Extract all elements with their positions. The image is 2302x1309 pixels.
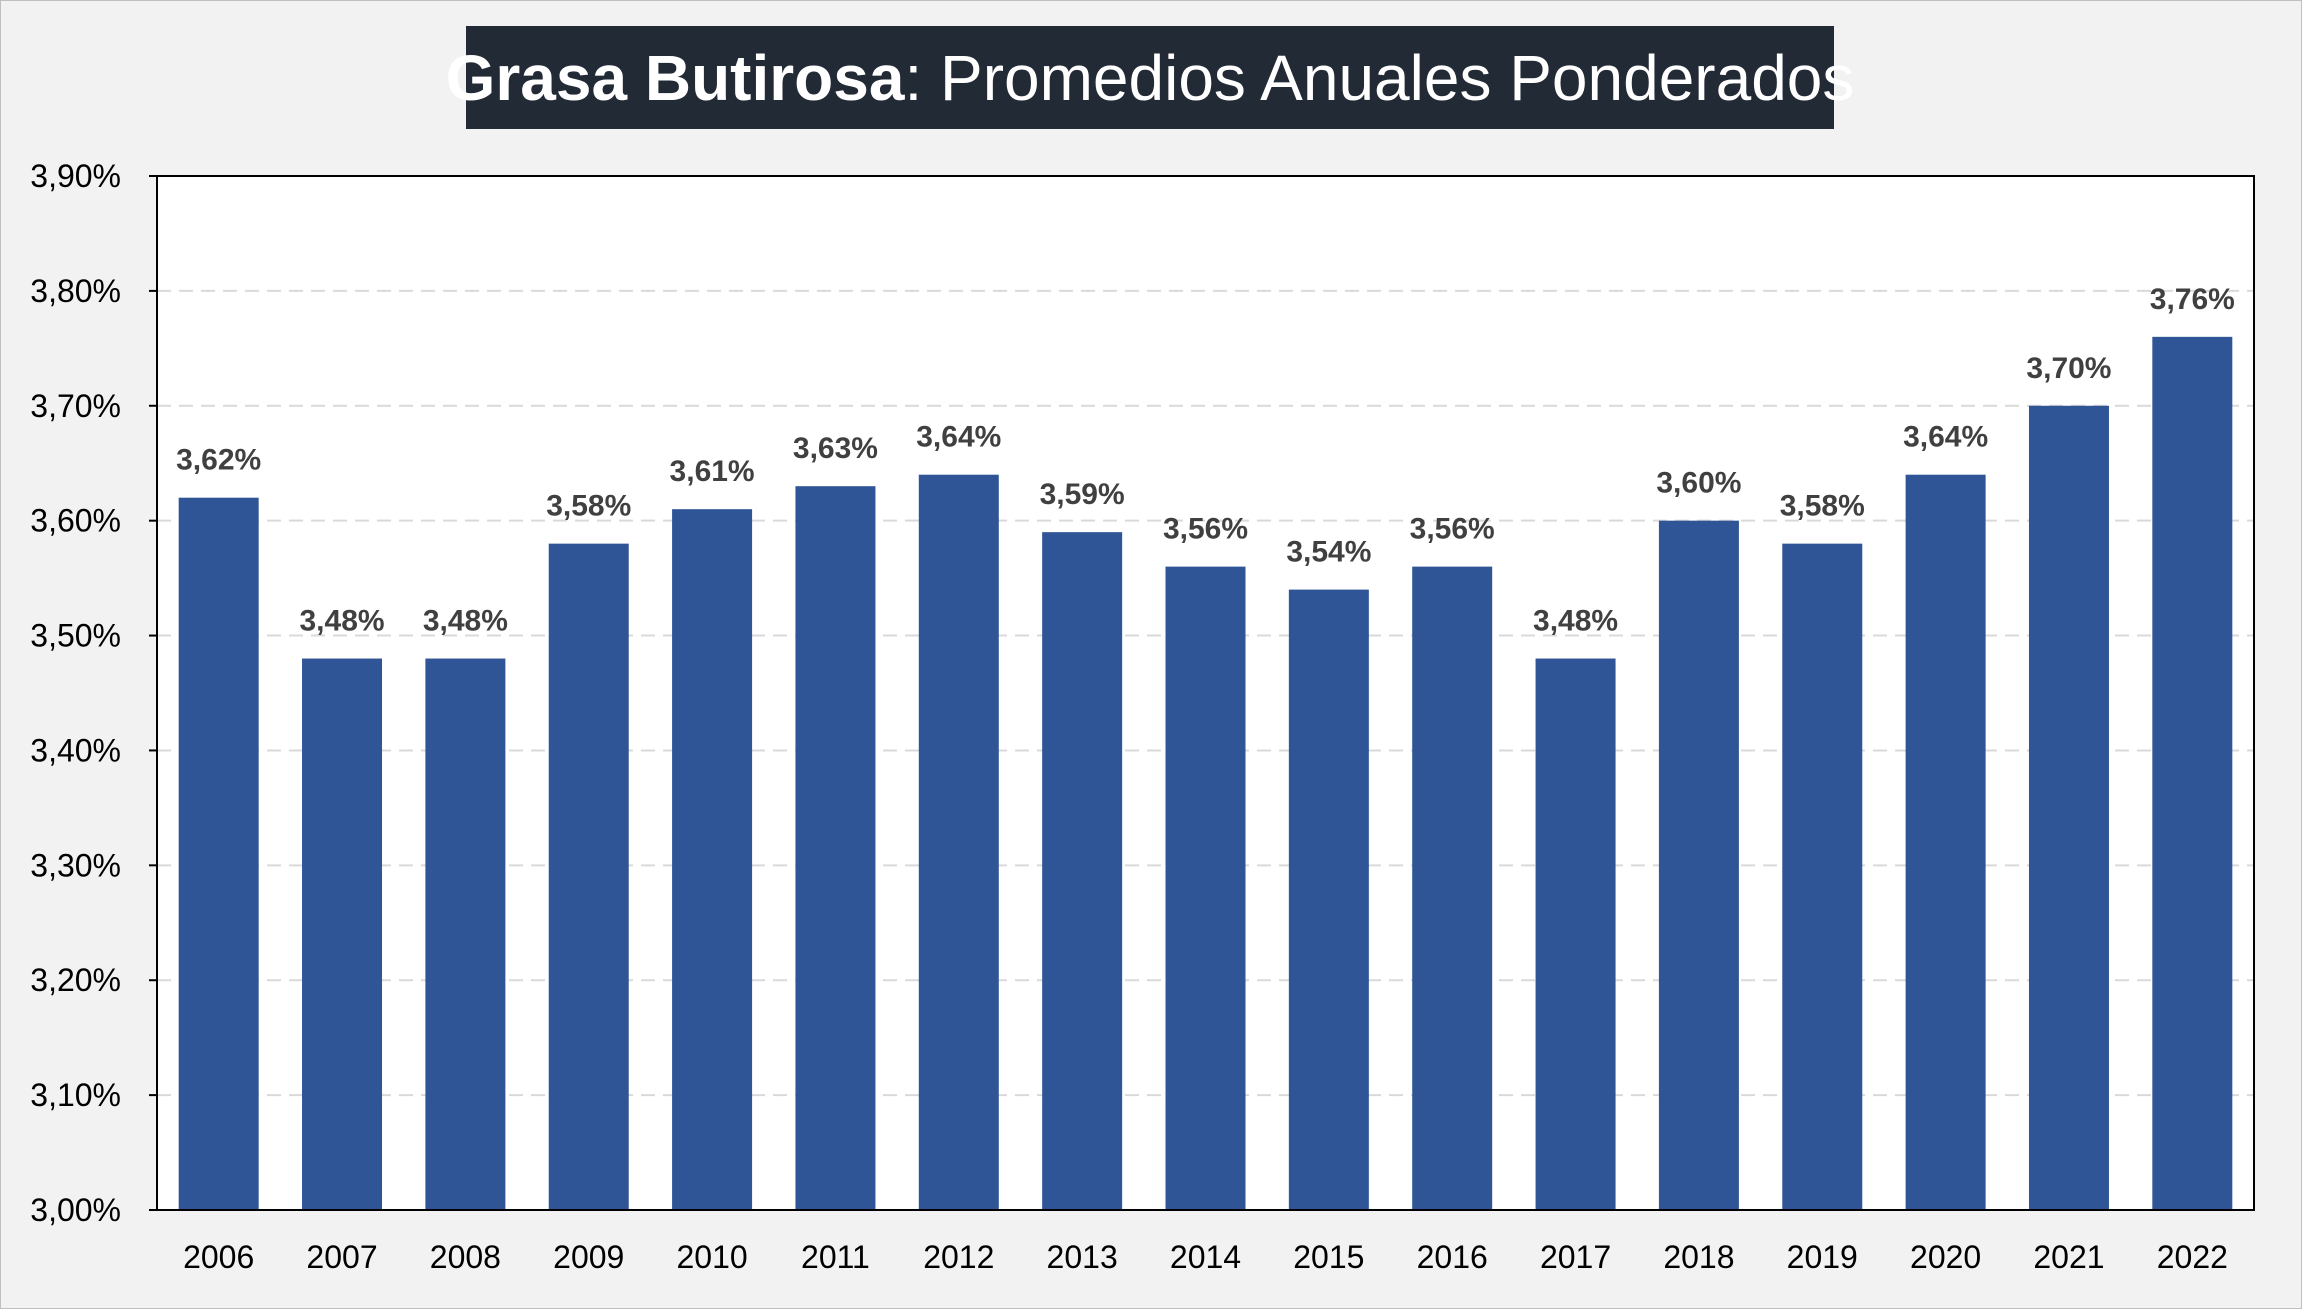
x-tick-label: 2013 — [1047, 1239, 1118, 1275]
bar-2012 — [918, 474, 999, 1210]
plot-border — [156, 175, 2255, 1211]
data-label: 3,56% — [1410, 513, 1495, 546]
data-label: 3,61% — [670, 455, 755, 488]
x-tick-label: 2009 — [553, 1239, 624, 1275]
x-tick-label: 2008 — [430, 1239, 501, 1275]
x-tick-label: 2006 — [183, 1239, 254, 1275]
x-tick-label: 2012 — [923, 1239, 994, 1275]
bar-2011 — [795, 486, 876, 1210]
x-tick-label: 2019 — [1787, 1239, 1858, 1275]
bar-2008 — [425, 658, 506, 1210]
chart-title-rest: : Promedios Anuales Ponderados — [904, 41, 1855, 114]
x-tick-label: 2022 — [2157, 1239, 2228, 1275]
chart-title-bold: Grasa Butirosa — [445, 41, 905, 114]
bar-2013 — [1042, 532, 1123, 1210]
y-tick-label: 3,30% — [30, 847, 121, 883]
data-label: 3,48% — [423, 605, 508, 638]
bar-2021 — [2028, 405, 2109, 1210]
data-label: 3,63% — [793, 432, 878, 465]
y-axis-ticks: 3,00% 3,10% 3,20% 3,30% 3,40% 3,50% 3,60% 3,70%… — [30, 158, 157, 1228]
data-label: 3,59% — [1040, 478, 1125, 511]
bar-2009 — [548, 543, 629, 1210]
data-label: 3,58% — [546, 490, 631, 523]
x-tick-label: 2017 — [1540, 1239, 1611, 1275]
data-label: 3,56% — [1163, 513, 1248, 546]
bar-2015 — [1288, 589, 1369, 1210]
bar-2019 — [1782, 543, 1863, 1210]
bar-2014 — [1165, 566, 1246, 1210]
gridlines — [157, 289, 2254, 1097]
bar-2018 — [1658, 520, 1739, 1210]
chart-title-box: Grasa Butirosa: Promedios Anuales Ponder… — [446, 26, 1854, 129]
y-tick-label: 3,40% — [30, 732, 121, 768]
data-label: 3,48% — [299, 605, 384, 638]
x-tick-label: 2010 — [676, 1239, 747, 1275]
x-tick-label: 2015 — [1293, 1239, 1364, 1275]
data-label: 3,62% — [176, 444, 261, 477]
bar-2006 — [178, 497, 259, 1210]
bars — [178, 336, 2233, 1211]
x-tick-label: 2020 — [1910, 1239, 1981, 1275]
x-tick-label: 2014 — [1170, 1239, 1241, 1275]
data-label: 3,60% — [1656, 467, 1741, 500]
x-tick-label: 2018 — [1663, 1239, 1734, 1275]
x-tick-label: 2016 — [1417, 1239, 1488, 1275]
bar-2022 — [2152, 336, 2233, 1210]
y-tick-label: 3,20% — [30, 962, 121, 998]
data-label: 3,64% — [1903, 421, 1988, 454]
y-tick-label: 3,50% — [30, 618, 121, 654]
y-tick-label: 3,00% — [30, 1192, 121, 1228]
data-label: 3,54% — [1286, 536, 1371, 569]
bar-2010 — [672, 509, 753, 1211]
data-label: 3,64% — [916, 421, 1001, 454]
bar-2007 — [302, 658, 383, 1210]
x-tick-label: 2021 — [2033, 1239, 2104, 1275]
y-tick-label: 3,80% — [30, 273, 121, 309]
bar-2020 — [1905, 474, 1986, 1210]
data-labels: 3,62% 3,48% 3,48% 3,58% 3,61% 3,63% 3,64% 3,59%… — [176, 283, 2235, 638]
y-tick-label: 3,10% — [30, 1077, 121, 1113]
y-tick-label: 3,60% — [30, 503, 121, 539]
data-label: 3,76% — [2150, 283, 2235, 316]
y-tick-label: 3,70% — [30, 388, 121, 424]
data-label: 3,58% — [1780, 490, 1865, 523]
x-axis-ticks: 2006 2007 2008 2009 2010 2011 2012 2013 2014 2015… — [183, 1239, 2228, 1275]
bar-2016 — [1412, 566, 1493, 1210]
x-tick-label: 2007 — [306, 1239, 377, 1275]
bar-2017 — [1535, 658, 1616, 1210]
y-tick-label: 3,90% — [30, 158, 121, 194]
x-tick-label: 2011 — [801, 1239, 870, 1275]
data-label: 3,70% — [2026, 352, 2111, 385]
data-label: 3,48% — [1533, 605, 1618, 638]
